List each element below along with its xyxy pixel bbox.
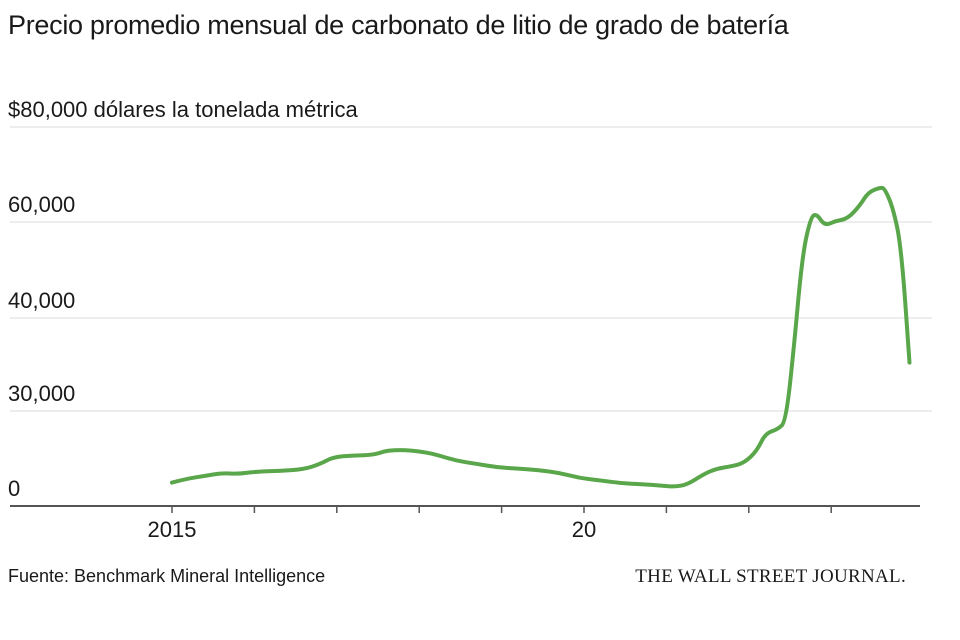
- y-tick-label: $80,000 dólares la tonelada métrica: [8, 97, 359, 122]
- x-axis-tick-labels: 2015 20: [148, 517, 597, 542]
- publisher-logo: THE WALL STREET JOURNAL.: [635, 566, 906, 587]
- source-note: Fuente: Benchmark Mineral Intelligence: [8, 566, 326, 586]
- y-tick-label: 40,000: [8, 288, 75, 313]
- y-tick-label: 60,000: [8, 192, 75, 217]
- y-tick-label: 0: [8, 476, 20, 501]
- x-axis-ticks: [171, 506, 832, 513]
- x-tick-label: 2015: [148, 517, 197, 542]
- price-series-line: [170, 185, 912, 489]
- gridlines: [10, 126, 932, 412]
- chart-title: Precio promedio mensual de carbonato de …: [8, 10, 789, 40]
- y-axis-tick-labels: 0 30,000 40,000 60,000 $80,000 dólares la to…: [8, 97, 359, 501]
- x-tick-label: 20: [572, 517, 596, 542]
- y-tick-label: 30,000: [8, 381, 75, 406]
